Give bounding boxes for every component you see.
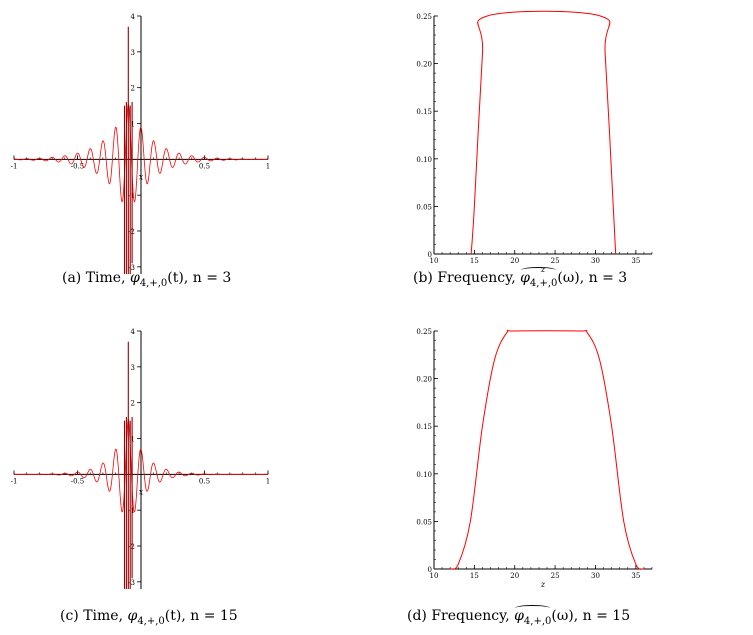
y-tick-label: 0.20	[416, 376, 432, 384]
x-tick-label: 0.5	[199, 162, 210, 170]
x-tick-label: -0.5	[71, 162, 85, 170]
x-tick-label: 30	[591, 572, 600, 580]
y-tick-label: 2	[131, 85, 135, 93]
y-tick-label: -3	[128, 579, 135, 587]
y-tick-label: 0	[428, 566, 432, 574]
hat-accent: φ4,+,0	[514, 605, 552, 627]
x-tick-label: 10	[430, 257, 439, 265]
x-tick-label: 1	[266, 162, 270, 170]
x-tick-label: -1	[11, 162, 18, 170]
x-tick-label: -1	[11, 477, 18, 485]
series-line	[470, 10, 617, 255]
y-tick-label: 4	[131, 13, 136, 21]
y-tick-label: 0.15	[416, 108, 432, 116]
x-tick-label: 15	[470, 572, 479, 580]
caption-c: (c) Time, φ4,+,0(t), n = 15	[60, 608, 238, 627]
y-tick-label: 3	[131, 49, 135, 57]
x-tick-label: 20	[510, 572, 519, 580]
y-tick-label: -3	[128, 264, 135, 272]
y-tick-label: 0	[428, 251, 432, 259]
x-tick-label: 1	[266, 477, 270, 485]
x-axis-label: x	[139, 172, 144, 181]
y-tick-label: 4	[131, 328, 136, 336]
y-tick-label: 3	[131, 364, 135, 372]
x-tick-label: -0.5	[71, 477, 85, 485]
frequency-chart-d: 10 15 20 25 30 35 0.25 0.20 0.15 0.10 0.05 0 z	[416, 328, 653, 589]
series-line	[14, 102, 268, 203]
x-tick-label: 25	[551, 572, 560, 580]
y-tick-label: 0.10	[416, 471, 432, 479]
y-tick-label: 0.25	[416, 13, 432, 21]
y-tick-label: 0.15	[416, 423, 432, 431]
y-tick-label: 0.05	[416, 518, 432, 526]
y-tick-label: 1	[131, 436, 135, 444]
x-axis-label: x	[139, 487, 144, 496]
x-tick-label: 20	[510, 257, 519, 265]
x-axis-label: z	[540, 580, 546, 589]
x-tick-label: 30	[591, 257, 600, 265]
x-tick-label: 35	[631, 572, 640, 580]
hat-accent: φ4,+,0	[520, 267, 558, 289]
y-tick-label: 1	[131, 121, 135, 129]
x-tick-label: 10	[430, 572, 439, 580]
series-line	[449, 329, 645, 570]
x-tick-label: 35	[631, 257, 640, 265]
caption-d: (d) Frequency, φ4,+,0(ω), n = 15	[407, 605, 631, 627]
x-tick-label: 0.5	[199, 477, 210, 485]
series-line	[14, 418, 268, 513]
y-tick-label: 0.05	[416, 203, 432, 211]
y-tick-label: 0.20	[416, 61, 432, 69]
caption-a: (a) Time, φ4,+,0(t), n = 3	[62, 270, 232, 289]
x-tick-label: 25	[551, 257, 560, 265]
y-tick-label: 2	[131, 400, 135, 408]
x-tick-label: 15	[470, 257, 479, 265]
y-tick-label: 0.25	[416, 328, 432, 336]
y-tick-label: 0.10	[416, 156, 432, 164]
caption-b: (b) Frequency, φ4,+,0(ω), n = 3	[413, 267, 628, 289]
